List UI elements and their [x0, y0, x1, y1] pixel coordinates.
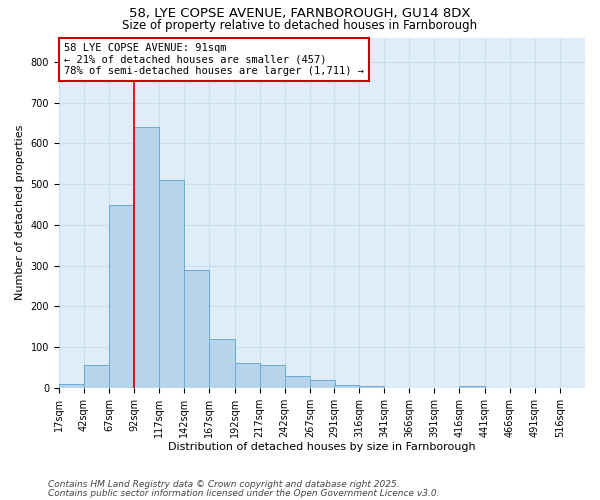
- Bar: [460, 386, 485, 388]
- Text: Contains public sector information licensed under the Open Government Licence v3: Contains public sector information licen…: [48, 489, 439, 498]
- Bar: [184, 270, 209, 388]
- Bar: [359, 386, 384, 388]
- Bar: [260, 366, 285, 388]
- Bar: [285, 376, 310, 388]
- Y-axis label: Number of detached properties: Number of detached properties: [15, 125, 25, 300]
- Bar: [109, 204, 134, 388]
- Text: Contains HM Land Registry data © Crown copyright and database right 2025.: Contains HM Land Registry data © Crown c…: [48, 480, 400, 489]
- Bar: [159, 180, 184, 388]
- Bar: [59, 384, 84, 388]
- Text: Size of property relative to detached houses in Farnborough: Size of property relative to detached ho…: [122, 19, 478, 32]
- Bar: [235, 364, 260, 388]
- Text: 58 LYE COPSE AVENUE: 91sqm
← 21% of detached houses are smaller (457)
78% of sem: 58 LYE COPSE AVENUE: 91sqm ← 21% of deta…: [64, 43, 364, 76]
- Text: 58, LYE COPSE AVENUE, FARNBOROUGH, GU14 8DX: 58, LYE COPSE AVENUE, FARNBOROUGH, GU14 …: [129, 8, 471, 20]
- Bar: [134, 127, 159, 388]
- Bar: [84, 366, 109, 388]
- Bar: [209, 339, 235, 388]
- X-axis label: Distribution of detached houses by size in Farnborough: Distribution of detached houses by size …: [168, 442, 476, 452]
- Bar: [334, 386, 359, 388]
- Bar: [310, 380, 335, 388]
